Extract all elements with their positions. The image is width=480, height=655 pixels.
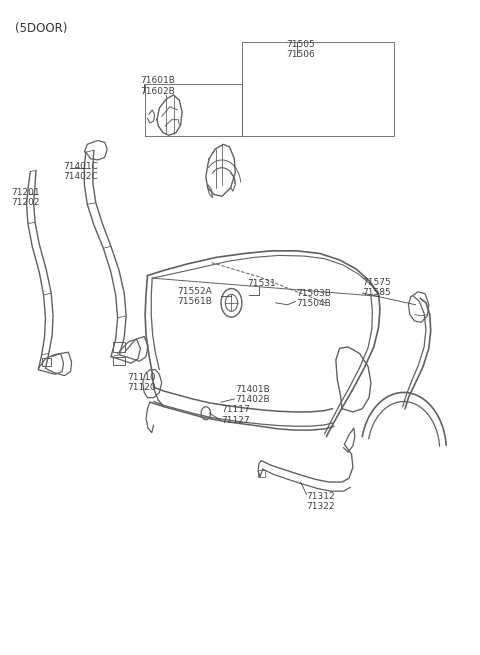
Text: 71401B
71402B: 71401B 71402B: [235, 384, 270, 404]
Text: 71401C
71402C: 71401C 71402C: [63, 162, 98, 181]
Text: 71503B
71504B: 71503B 71504B: [296, 289, 331, 308]
Text: (5DOOR): (5DOOR): [14, 22, 67, 35]
Text: 71552A
71561B: 71552A 71561B: [178, 287, 212, 306]
Bar: [258, 470, 265, 477]
Bar: [113, 357, 125, 365]
Text: 71531: 71531: [248, 279, 276, 288]
Bar: [42, 358, 51, 366]
Text: 71117
71127: 71117 71127: [221, 405, 250, 425]
Text: 71575
71585: 71575 71585: [362, 278, 391, 297]
Text: 71505
71506: 71505 71506: [287, 40, 315, 59]
Text: 71201
71202: 71201 71202: [12, 188, 40, 208]
Bar: [113, 343, 125, 352]
Text: 71601B
71602B: 71601B 71602B: [140, 76, 175, 96]
Text: 71312
71322: 71312 71322: [306, 492, 335, 512]
Text: 71110
71120: 71110 71120: [127, 373, 156, 392]
